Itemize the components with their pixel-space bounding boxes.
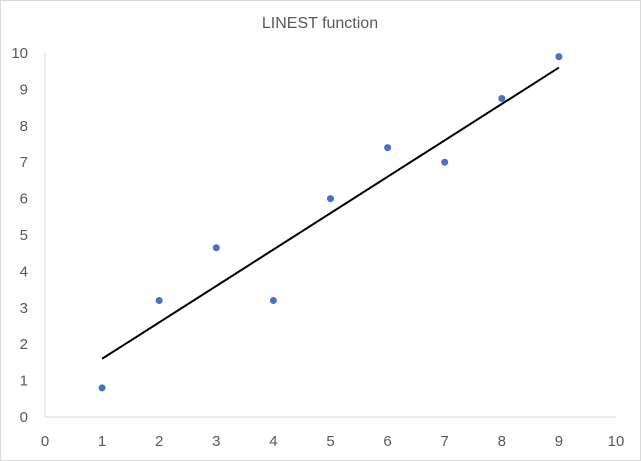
data-point xyxy=(98,384,106,392)
linear-trendline xyxy=(101,66,560,360)
y-tick-label: 4 xyxy=(20,263,28,280)
y-tick-label: 1 xyxy=(20,373,28,390)
data-point xyxy=(441,158,449,166)
x-axis-tick-labels: 0 1 2 3 4 5 6 7 8 9 10 xyxy=(41,433,625,450)
data-point xyxy=(212,244,220,252)
data-point xyxy=(498,95,506,102)
y-tick-label: 2 xyxy=(20,336,28,353)
y-tick-label: 0 xyxy=(20,409,28,426)
y-tick-label: 8 xyxy=(20,118,28,135)
y-tick-label: 7 xyxy=(20,154,28,171)
x-tick-label: 5 xyxy=(326,433,334,450)
y-axis-tick-labels: 0 1 2 3 4 5 6 7 8 9 10 xyxy=(11,45,28,426)
x-tick-label: 2 xyxy=(155,433,163,450)
x-tick-label: 9 xyxy=(555,433,563,450)
y-tick-label: 10 xyxy=(11,45,28,62)
y-tick-label: 9 xyxy=(20,81,28,98)
x-tick-label: 1 xyxy=(98,433,106,450)
x-tick-label: 10 xyxy=(608,433,625,450)
y-tick-label: 6 xyxy=(20,191,28,208)
data-points xyxy=(98,53,563,392)
data-point xyxy=(155,297,163,305)
x-tick-label: 7 xyxy=(441,433,449,450)
data-point xyxy=(327,195,334,203)
chart-title: LINEST function xyxy=(262,15,378,32)
x-tick-label: 4 xyxy=(269,433,277,450)
y-tick-label: 5 xyxy=(20,227,28,244)
x-tick-label: 0 xyxy=(41,433,49,450)
data-point xyxy=(384,144,392,152)
x-tick-label: 3 xyxy=(212,433,220,450)
trendline-layer xyxy=(101,66,560,360)
y-tick-label: 3 xyxy=(20,300,28,317)
data-point xyxy=(555,53,563,61)
x-tick-label: 8 xyxy=(498,433,506,450)
x-tick-label: 6 xyxy=(383,433,391,450)
data-point xyxy=(269,297,277,305)
axes xyxy=(44,53,616,418)
